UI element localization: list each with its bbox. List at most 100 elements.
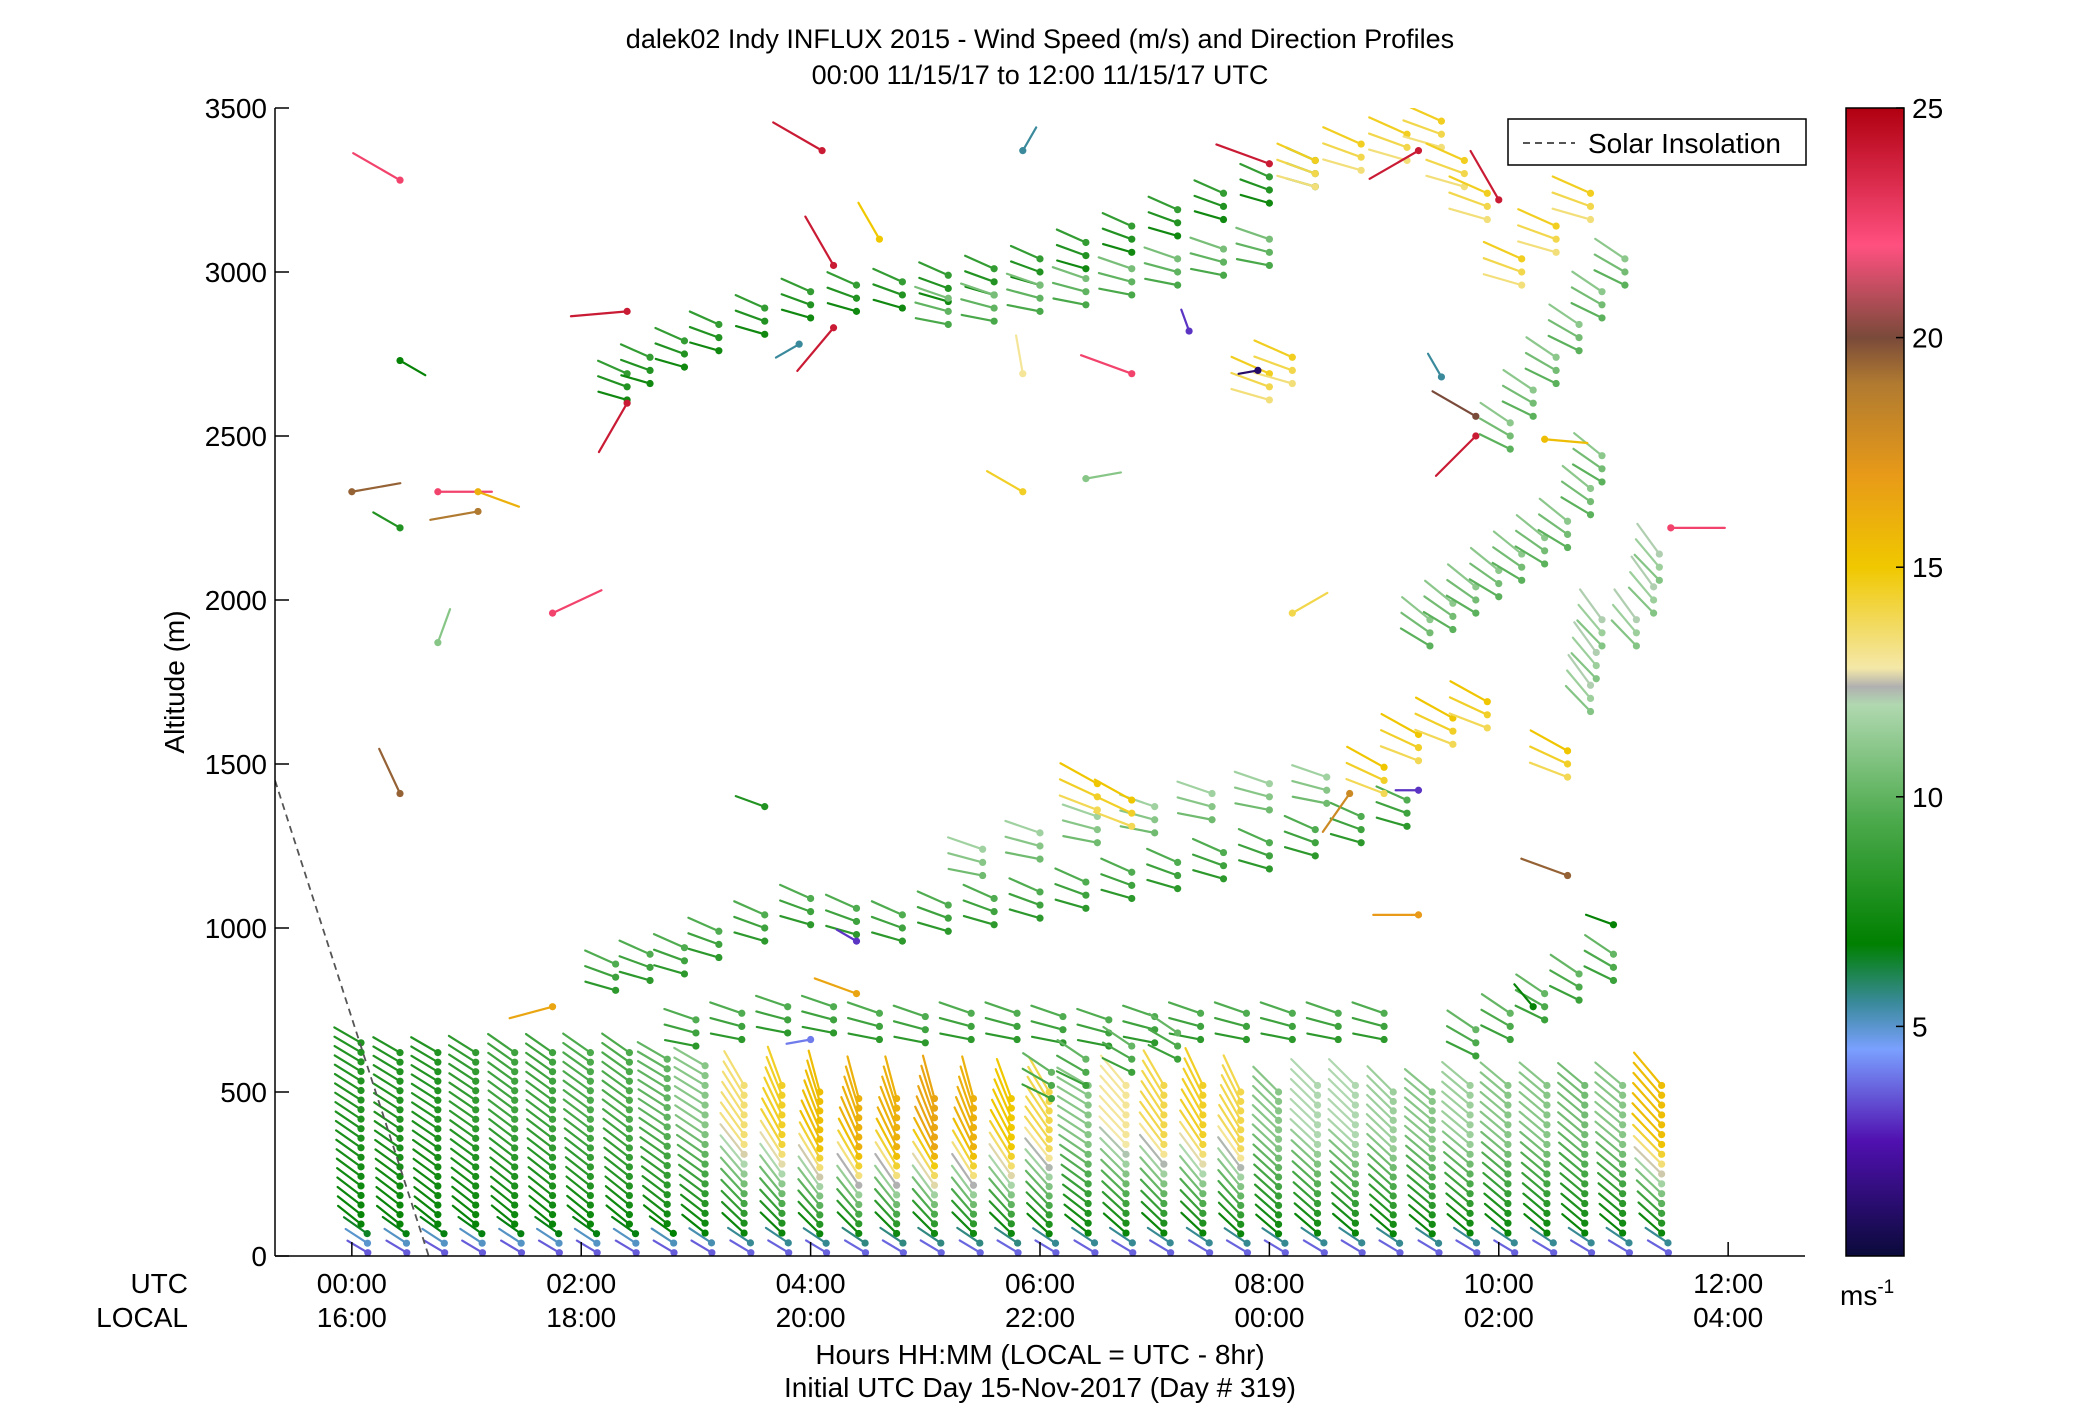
barb-shaft xyxy=(1328,1139,1357,1166)
barb-shaft xyxy=(1548,984,1581,1002)
profile-barb xyxy=(336,1167,365,1190)
layer-barb xyxy=(1259,1016,1296,1030)
barb-dot xyxy=(1389,1230,1397,1238)
barb-shaft xyxy=(797,1211,821,1235)
layer-barb xyxy=(1538,497,1572,525)
layer-barb xyxy=(1380,729,1423,752)
profile-barb xyxy=(1252,1084,1283,1115)
barb-shaft xyxy=(1635,1179,1663,1205)
barb-dot xyxy=(1619,1091,1627,1099)
barb-dot xyxy=(1655,563,1663,571)
barb-shaft xyxy=(1446,563,1477,588)
barb-shaft xyxy=(1441,1080,1472,1107)
barb-shaft xyxy=(675,1123,707,1146)
profile-barb xyxy=(763,1076,786,1119)
barb-shaft xyxy=(1523,1213,1549,1235)
barb-shaft xyxy=(1005,272,1042,287)
barb-dot xyxy=(625,1163,634,1171)
barb-dot xyxy=(1621,255,1629,263)
barb-shaft xyxy=(1214,1032,1248,1041)
barb-shaft xyxy=(372,1082,402,1102)
barb-shaft xyxy=(1330,1181,1357,1205)
barb-dot xyxy=(1265,261,1273,270)
barb-shaft xyxy=(892,1020,927,1031)
barb-shaft xyxy=(1122,1020,1156,1031)
barb-shaft xyxy=(1146,1226,1172,1244)
barb-shaft xyxy=(1480,1141,1510,1166)
layer-barb xyxy=(1238,859,1273,873)
barb-shaft xyxy=(720,1178,746,1205)
profile-barb xyxy=(836,1152,863,1189)
barb-dot xyxy=(761,330,769,338)
barb-dot xyxy=(1199,1111,1207,1119)
barb-dot xyxy=(1552,248,1560,256)
layer-barb xyxy=(1030,1020,1067,1034)
barb-dot xyxy=(1313,1229,1322,1237)
barb-shaft xyxy=(1008,877,1042,894)
barb-dot xyxy=(976,1249,984,1256)
barb-dot xyxy=(1587,1249,1596,1256)
barb-dot xyxy=(1483,711,1491,719)
barb-dot xyxy=(1650,583,1658,591)
barb-shaft xyxy=(1423,595,1454,618)
barb-dot xyxy=(669,1229,677,1237)
barb-shaft xyxy=(375,1185,402,1207)
barb-dot xyxy=(1581,1219,1589,1227)
barb-shaft xyxy=(1009,260,1042,274)
barb-shaft xyxy=(566,1194,592,1216)
profile-barb xyxy=(1100,1169,1130,1198)
barb-shaft xyxy=(1517,240,1558,254)
barb-shaft xyxy=(601,1070,631,1092)
barb-shaft xyxy=(1573,432,1604,457)
barb-dot xyxy=(1254,366,1262,374)
colorbar-unit: ms-1 xyxy=(1840,1277,1894,1311)
profile-barb xyxy=(1024,1126,1053,1162)
barb-shaft xyxy=(836,1152,860,1187)
profile-barb xyxy=(912,1128,939,1170)
profile-barb xyxy=(1140,1080,1168,1119)
barb-dot xyxy=(1563,773,1572,781)
barb-shaft xyxy=(964,254,996,270)
barb-dot xyxy=(1518,563,1526,571)
barb-shaft xyxy=(1261,1227,1287,1245)
barb-shaft xyxy=(1099,1147,1128,1176)
barb-shaft xyxy=(639,1136,669,1158)
barb-shaft xyxy=(1191,853,1225,867)
barb-shaft xyxy=(1479,401,1512,424)
barb-dot xyxy=(1313,1180,1322,1188)
barb-shaft xyxy=(721,1080,746,1117)
layer-barb xyxy=(1097,256,1136,273)
profile-barb xyxy=(677,1153,709,1178)
barb-shaft xyxy=(1408,1213,1434,1235)
barb-dot xyxy=(1619,1209,1627,1217)
barb-shaft xyxy=(1480,1024,1512,1041)
barb-dot xyxy=(396,1077,404,1085)
barb-shaft xyxy=(1024,1137,1051,1169)
barb-shaft xyxy=(846,1001,881,1015)
profile-barb xyxy=(988,1177,1015,1209)
barb-shaft xyxy=(1237,828,1271,844)
barb-shaft xyxy=(799,1109,821,1150)
scatter-barb xyxy=(474,488,521,508)
barb-dot xyxy=(1128,868,1136,876)
barb-shaft xyxy=(1632,1071,1663,1107)
barb-dot xyxy=(663,1210,671,1218)
barb-dot xyxy=(761,304,769,312)
profile-barb xyxy=(1519,1130,1551,1158)
barb-dot xyxy=(1504,1160,1512,1168)
barb-shaft xyxy=(1368,1183,1395,1207)
barb-shaft xyxy=(826,271,858,287)
barb-dot xyxy=(898,924,906,932)
barb-dot xyxy=(357,1134,365,1142)
barb-shaft xyxy=(1330,1191,1357,1215)
scatter-barb xyxy=(1431,390,1480,420)
layer-barb xyxy=(1572,447,1606,473)
layer-barb xyxy=(584,965,620,981)
barb-dot xyxy=(357,1191,365,1200)
barb-dot xyxy=(944,320,952,329)
layer-barb xyxy=(984,1001,1021,1017)
profile-barb xyxy=(679,1193,709,1217)
barb-shaft xyxy=(604,1175,631,1197)
barb-shaft xyxy=(1030,1035,1065,1044)
